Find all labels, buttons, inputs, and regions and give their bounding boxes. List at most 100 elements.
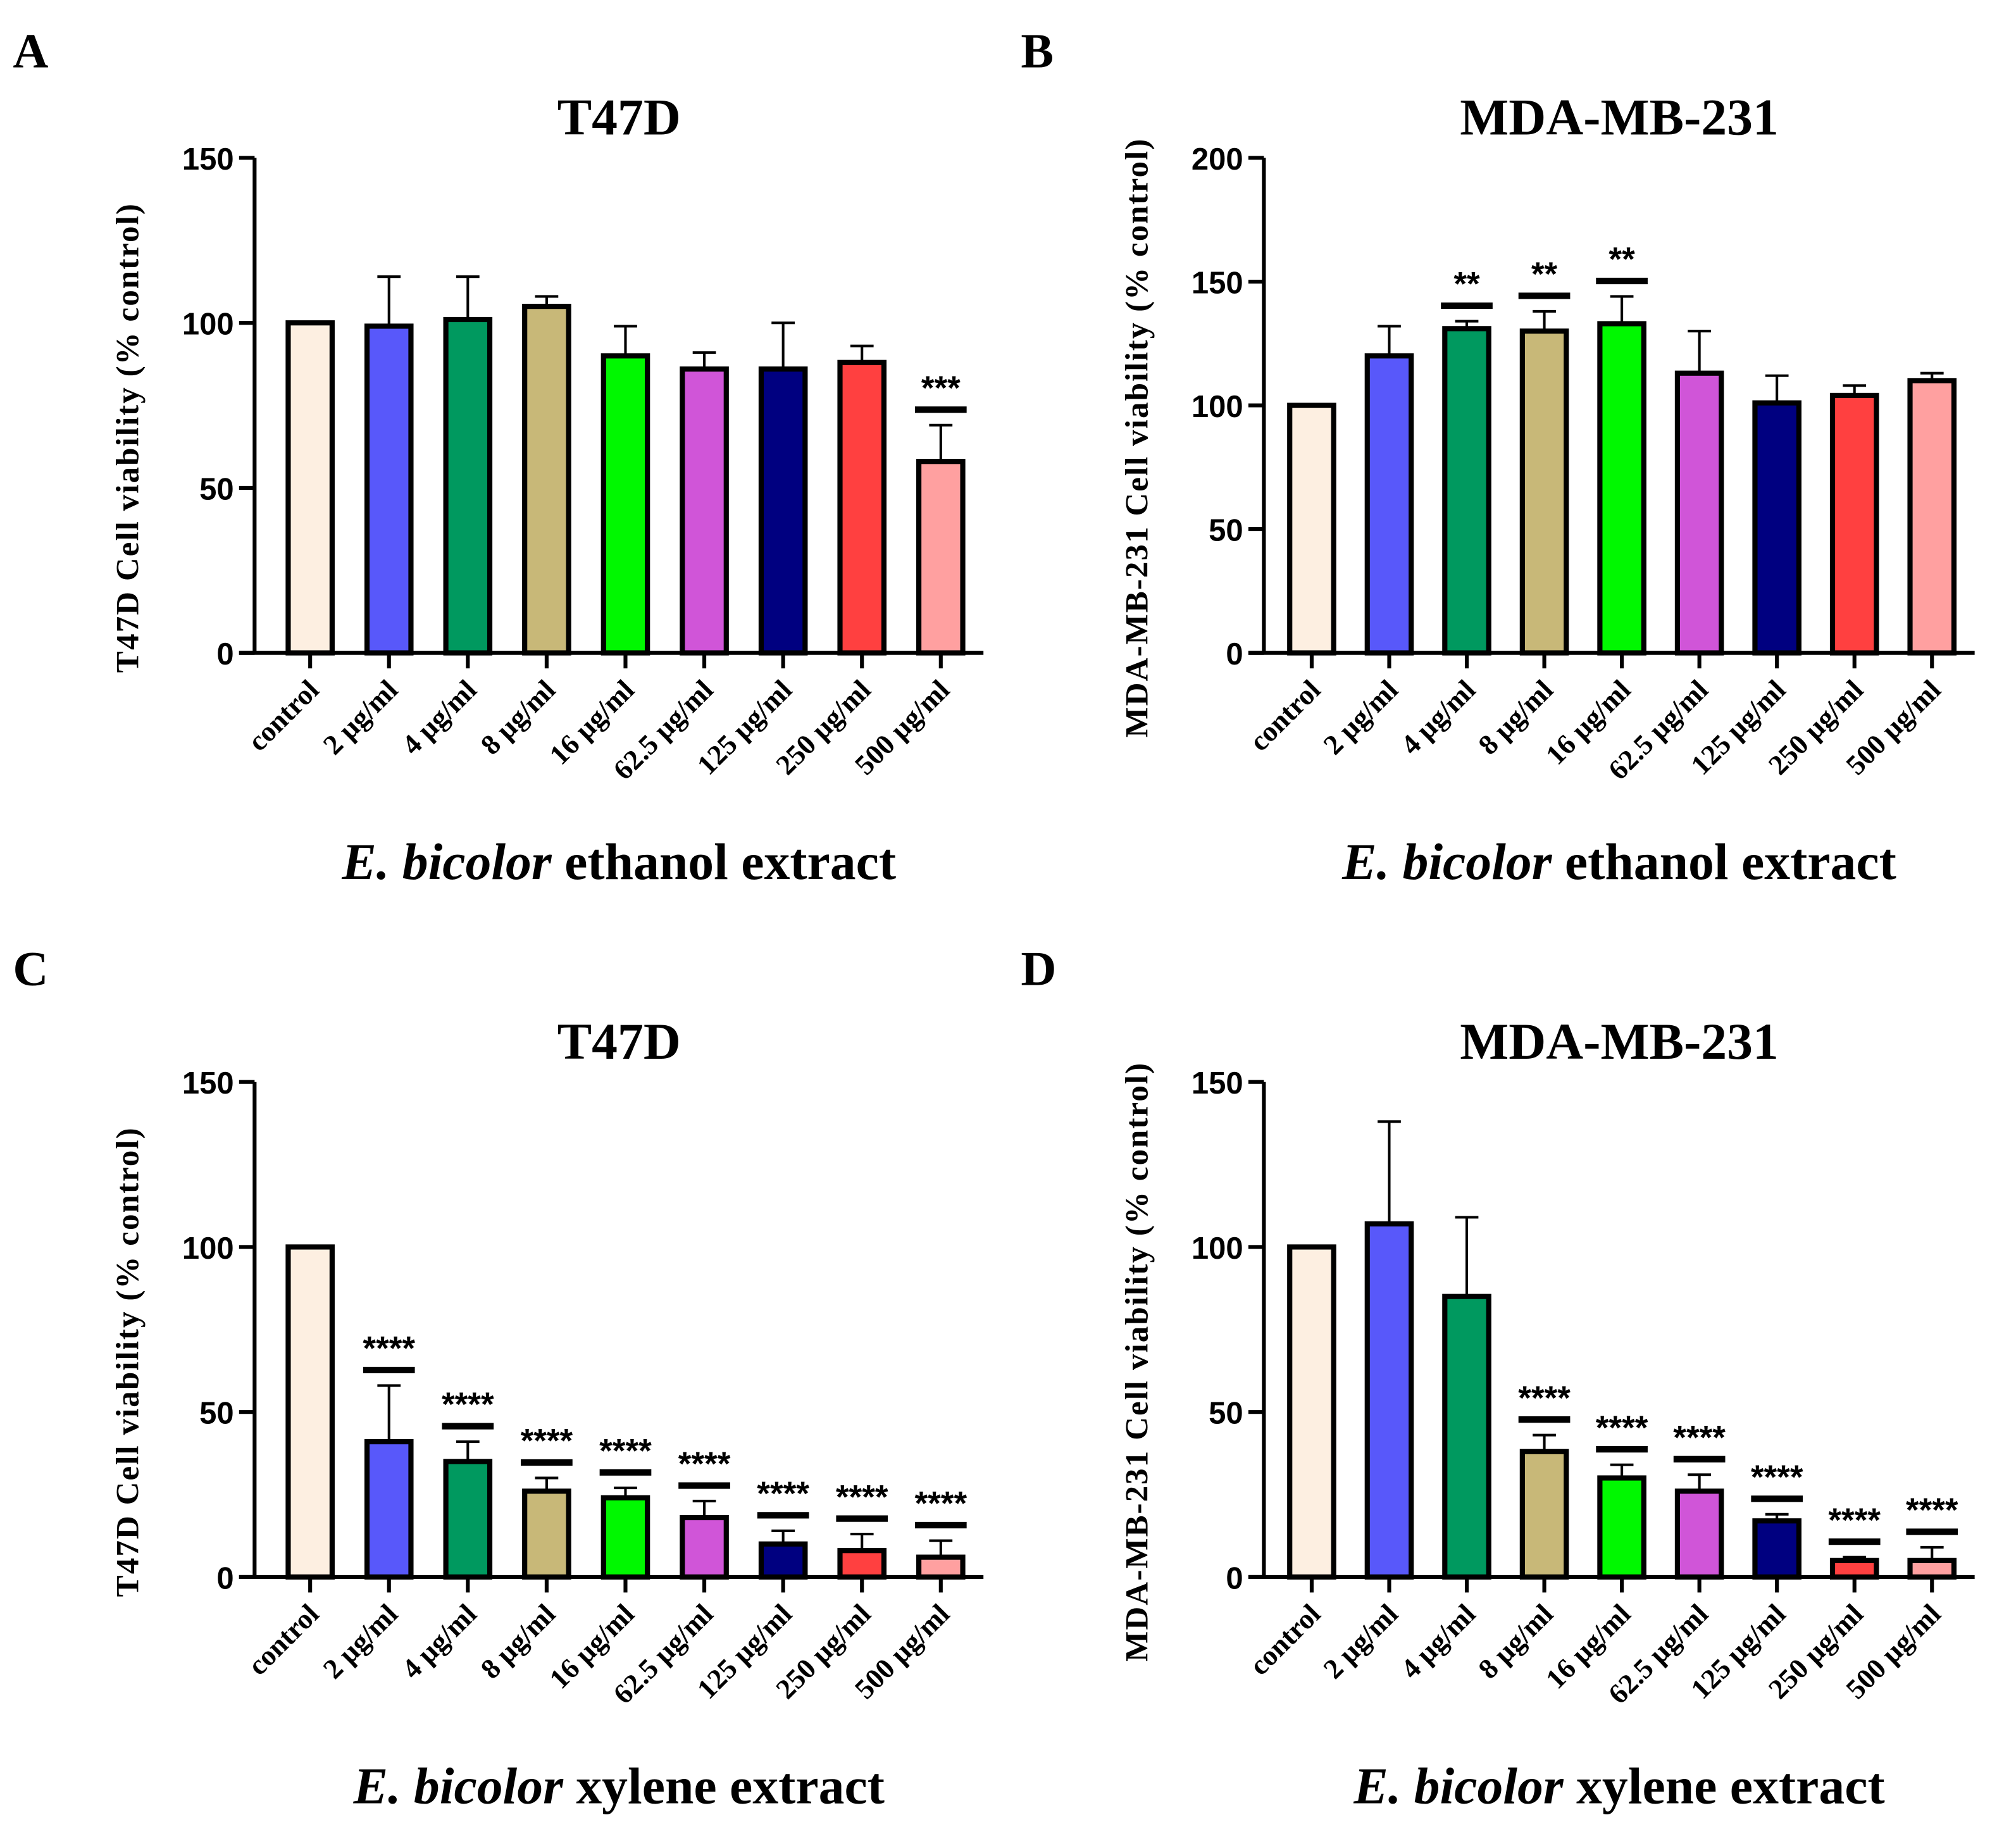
y-axis-label: T47D Cell viability (% control) <box>111 203 146 673</box>
y-tick-label: 0 <box>1226 1561 1243 1595</box>
bar <box>916 459 966 656</box>
x-tick-label: 2 µg/ml <box>1317 674 1403 761</box>
x-axis-label: E. bicolor ethanol extract <box>1341 833 1896 890</box>
bar <box>522 1488 571 1580</box>
panel-d: D MDA-MB-231 MDA-MB-231 Cell viability (% … <box>1021 942 1975 1814</box>
y-tick-label: 50 <box>199 1397 234 1431</box>
bar <box>285 1244 335 1580</box>
bar <box>916 1554 966 1580</box>
y-axis-label: MDA-MB-231 Cell viability (% control) <box>1120 1062 1155 1662</box>
x-axis-label-extract: ethanol extract <box>552 833 896 890</box>
significance-marker: **** <box>1518 1380 1571 1417</box>
panel-letter: D <box>1021 942 1056 996</box>
significance-marker: ** <box>1608 241 1635 278</box>
bar <box>1287 402 1336 656</box>
panel-letter: A <box>13 23 48 78</box>
y-tick-label: 150 <box>1192 1066 1243 1101</box>
bar <box>837 1548 887 1580</box>
bar <box>758 366 808 656</box>
bar <box>680 1514 729 1580</box>
bar <box>680 366 729 656</box>
bar <box>1597 321 1646 656</box>
x-axis-label: E. bicolor xylene extract <box>1353 1757 1884 1814</box>
bar <box>1364 1221 1414 1580</box>
significance-marker: **** <box>363 1330 415 1368</box>
bar <box>1287 1244 1336 1580</box>
x-tick-label: 2 µg/ml <box>317 674 404 761</box>
x-axis-label: E. bicolor xylene extract <box>353 1757 885 1814</box>
bar <box>1364 353 1414 656</box>
x-tick-label: control <box>1243 674 1327 758</box>
x-tick-label: 4 µg/ml <box>1395 674 1481 761</box>
bar <box>1597 1475 1646 1580</box>
y-tick-label: 50 <box>199 472 234 506</box>
significance-marker: **** <box>1906 1492 1958 1529</box>
y-tick-label: 0 <box>216 637 233 671</box>
chart-title: MDA-MB-231 <box>1460 89 1779 146</box>
bar <box>1752 400 1801 656</box>
y-tick-label: 150 <box>182 142 234 177</box>
bar <box>1674 1488 1724 1580</box>
y-tick-label: 50 <box>1209 513 1243 547</box>
x-tick-label: 4 µg/ml <box>1395 1598 1481 1685</box>
bar <box>285 320 335 656</box>
significance-marker: **** <box>836 1478 888 1516</box>
panel-letter: C <box>13 942 48 996</box>
x-axis-label-species: E. bicolor <box>1341 833 1553 890</box>
significance-marker: ** <box>1453 266 1480 303</box>
x-axis-label-species: E. bicolor <box>341 833 552 890</box>
bar <box>600 1495 650 1580</box>
x-axis-label-species: E. bicolor <box>1353 1757 1564 1814</box>
bar <box>600 353 650 656</box>
x-axis-label: E. bicolor ethanol extract <box>341 833 896 890</box>
bar <box>1519 328 1569 656</box>
significance-marker: **** <box>1673 1419 1726 1456</box>
significance-marker: **** <box>757 1475 809 1512</box>
x-tick-label: 4 µg/ml <box>395 1598 482 1685</box>
significance-marker: **** <box>914 1485 967 1523</box>
bar <box>1907 1557 1957 1580</box>
x-tick-label: 2 µg/ml <box>1317 1598 1403 1685</box>
bar <box>1907 378 1957 656</box>
x-axis-label-extract: ethanol extract <box>1552 833 1896 890</box>
chart-title: T47D <box>557 89 681 146</box>
bar <box>1442 1294 1491 1580</box>
panel-letter: B <box>1021 23 1054 78</box>
chart-title: MDA-MB-231 <box>1460 1013 1779 1070</box>
x-tick-label: control <box>242 1598 325 1681</box>
x-axis-label-species: E. bicolor <box>353 1757 564 1814</box>
y-tick-label: 0 <box>1226 637 1243 671</box>
significance-marker: **** <box>442 1386 494 1423</box>
y-tick-label: 0 <box>216 1561 233 1595</box>
y-tick-label: 200 <box>1192 142 1243 177</box>
significance-marker: **** <box>1596 1409 1648 1447</box>
x-axis-label-extract: xylene extract <box>1564 1757 1885 1814</box>
chart-title: T47D <box>557 1013 681 1070</box>
bar <box>1752 1518 1801 1580</box>
significance-marker: ** <box>1531 256 1558 293</box>
bar <box>522 304 571 656</box>
panel-c: C T47D T47D Cell viability (% control) 0 50 1… <box>13 942 984 1814</box>
y-tick-label: 150 <box>1192 266 1243 300</box>
y-tick-label: 100 <box>1192 390 1243 424</box>
x-tick-label: 4 µg/ml <box>395 674 482 761</box>
y-tick-label: 100 <box>182 308 234 342</box>
y-tick-label: 100 <box>182 1232 234 1266</box>
bar <box>1442 326 1491 656</box>
y-tick-label: 50 <box>1209 1397 1243 1431</box>
panel-a: A T47D T47D Cell viability (% control) 0 50 1… <box>13 23 984 890</box>
significance-marker: **** <box>599 1432 652 1469</box>
y-tick-label: 150 <box>182 1066 234 1101</box>
significance-marker: **** <box>1828 1502 1881 1539</box>
bar <box>1519 1449 1569 1580</box>
bar <box>443 316 493 656</box>
significance-marker: **** <box>1751 1459 1803 1496</box>
significance-marker: **** <box>678 1445 731 1483</box>
x-axis-label-extract: xylene extract <box>563 1757 885 1814</box>
y-axis-label: T47D Cell viability (% control) <box>111 1126 146 1597</box>
bar <box>837 359 887 656</box>
bar <box>364 1439 414 1580</box>
x-tick-label: control <box>242 674 325 758</box>
bar <box>758 1541 808 1580</box>
